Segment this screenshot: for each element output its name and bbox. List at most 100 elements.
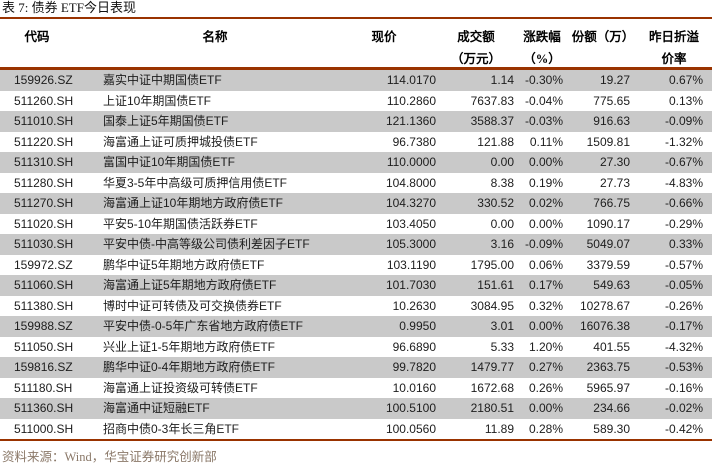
name-cell: 海富通上证10年期地方政府债ETF [100,193,330,214]
shares-cell: 1090.17 [570,213,636,234]
premium-cell: -4.83% [636,172,712,193]
change-cell: 0.00% [514,398,570,419]
code-cell: 511220.SH [0,131,100,152]
price-cell: 0.9950 [330,316,438,337]
change-cell: -0.09% [514,234,570,255]
shares-cell: 401.55 [570,336,636,357]
name-cell: 兴业上证1-5年期地方政府债ETF [100,336,330,357]
premium-cell: -0.53% [636,357,712,378]
shares-cell: 5965.97 [570,377,636,398]
change-cell: 0.02% [514,193,570,214]
premium-cell: -0.29% [636,213,712,234]
table-title: 表 7: 债券 ETF今日表现 [0,0,712,19]
shares-cell: 19.27 [570,68,636,91]
change-cell: 0.28% [514,418,570,441]
price-cell: 100.5100 [330,398,438,419]
premium-cell: 0.13% [636,90,712,111]
table-row: 511060.SH 海富通上证5年期地方政府债ETF 101.7030 151.61 0… [0,275,712,296]
table-row: 159926.SZ 嘉实中证中期国债ETF 114.0170 1.14 -0.30% 19… [0,68,712,91]
price-cell: 10.0160 [330,377,438,398]
table-row: 511000.SH 招商中债0-3年长三角ETF 100.0560 11.89 0.28… [0,418,712,441]
change-cell: -0.30% [514,68,570,91]
premium-cell: -0.26% [636,295,712,316]
column-header-code: 代码 [0,19,100,70]
column-header-shares: 份额（万） [570,19,636,70]
turnover-cell: 0.00 [438,213,514,234]
code-cell: 511060.SH [0,275,100,296]
name-cell: 平安中债-中高等级公司债利差因子ETF [100,234,330,255]
code-cell: 511030.SH [0,234,100,255]
shares-cell: 775.65 [570,90,636,111]
shares-cell: 1509.81 [570,131,636,152]
premium-cell: -0.02% [636,398,712,419]
shares-cell: 2363.75 [570,357,636,378]
shares-cell: 766.75 [570,193,636,214]
code-cell: 511270.SH [0,193,100,214]
name-cell: 华夏3-5年中高级可质押信用债ETF [100,172,330,193]
premium-cell: -0.05% [636,275,712,296]
name-cell: 海富通上证5年期地方政府债ETF [100,275,330,296]
table-header: 代码 名称 现价 成交额 （万元） 涨跌幅 （%） 份额（万） 昨日折溢 价率 [0,19,712,70]
column-header-turnover: 成交额 （万元） [438,19,514,70]
shares-cell: 916.63 [570,111,636,132]
price-cell: 114.0170 [330,68,438,91]
table-row: 159988.SZ 平安中债-0-5年广东省地方政府债ETF 0.9950 3.01 0… [0,316,712,337]
table-row: 159816.SZ 鹏华中证0-4年期地方政府债ETF 99.7820 1479.77… [0,357,712,378]
code-cell: 511180.SH [0,377,100,398]
name-cell: 博时中证可转债及可交换债券ETF [100,295,330,316]
change-cell: -0.03% [514,111,570,132]
turnover-cell: 0.00 [438,152,514,173]
turnover-cell: 8.38 [438,172,514,193]
change-cell: 0.26% [514,377,570,398]
name-cell: 富国中证10年期国债ETF [100,152,330,173]
code-cell: 511020.SH [0,213,100,234]
premium-cell: -0.42% [636,418,712,441]
change-cell: 0.11% [514,131,570,152]
code-cell: 511260.SH [0,90,100,111]
name-cell: 上证10年期国债ETF [100,90,330,111]
change-cell: 1.20% [514,336,570,357]
code-cell: 511000.SH [0,418,100,441]
column-header-change: 涨跌幅 （%） [514,19,570,70]
turnover-cell: 330.52 [438,193,514,214]
premium-cell: -4.32% [636,336,712,357]
table-header-row: 代码 名称 现价 成交额 （万元） 涨跌幅 （%） 份额（万） 昨日折溢 价率 [0,19,712,70]
code-cell: 159926.SZ [0,68,100,91]
column-header-premium: 昨日折溢 价率 [636,19,712,70]
price-cell: 110.2860 [330,90,438,111]
name-cell: 嘉实中证中期国债ETF [100,68,330,91]
price-cell: 96.6890 [330,336,438,357]
price-cell: 10.2630 [330,295,438,316]
table-row: 511280.SH 华夏3-5年中高级可质押信用债ETF 104.8000 8.38 0… [0,172,712,193]
code-cell: 511050.SH [0,336,100,357]
turnover-cell: 121.88 [438,131,514,152]
code-cell: 511280.SH [0,172,100,193]
turnover-cell: 11.89 [438,418,514,441]
price-cell: 104.8000 [330,172,438,193]
premium-cell: -0.16% [636,377,712,398]
shares-cell: 16076.38 [570,316,636,337]
code-cell: 511310.SH [0,152,100,173]
turnover-cell: 151.61 [438,275,514,296]
change-cell: 0.00% [514,213,570,234]
price-cell: 99.7820 [330,357,438,378]
name-cell: 海富通上证可质押城投债ETF [100,131,330,152]
table-row: 511220.SH 海富通上证可质押城投债ETF 96.7380 121.88 0.11… [0,131,712,152]
code-cell: 511010.SH [0,111,100,132]
price-cell: 110.0000 [330,152,438,173]
name-cell: 鹏华中证0-4年期地方政府债ETF [100,357,330,378]
change-cell: 0.19% [514,172,570,193]
table-row: 511380.SH 博时中证可转债及可交换债券ETF 10.2630 3084.95 0… [0,295,712,316]
shares-cell: 589.30 [570,418,636,441]
shares-cell: 27.73 [570,172,636,193]
premium-cell: -0.66% [636,193,712,214]
shares-cell: 10278.67 [570,295,636,316]
change-cell: 0.32% [514,295,570,316]
table-row: 159972.SZ 鹏华中证5年期地方政府债ETF 103.1190 1795.00 0… [0,254,712,275]
shares-cell: 549.63 [570,275,636,296]
change-cell: 0.06% [514,254,570,275]
shares-cell: 27.30 [570,152,636,173]
column-header-name: 名称 [100,19,330,70]
turnover-cell: 5.33 [438,336,514,357]
